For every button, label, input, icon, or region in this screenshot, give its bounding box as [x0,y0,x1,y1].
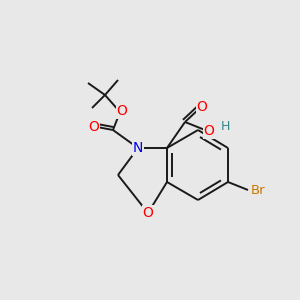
Text: Br: Br [251,184,265,196]
Text: O: O [88,120,99,134]
Text: O: O [117,104,128,118]
Text: O: O [196,100,207,114]
Text: H: H [220,119,230,133]
Text: O: O [204,124,214,138]
Text: O: O [142,206,153,220]
Text: N: N [133,141,143,155]
